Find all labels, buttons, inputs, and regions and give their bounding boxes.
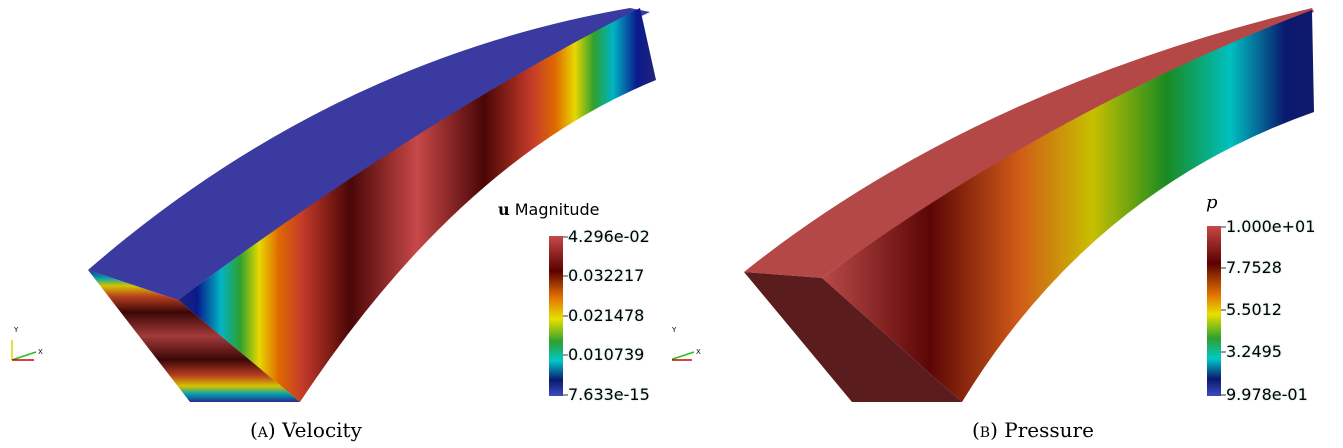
velocity-legend-title: u Magnitude [498, 200, 600, 219]
pressure-tick-min: 9.978e-01 [1226, 385, 1308, 404]
pressure-side-face [822, 10, 1314, 402]
velocity-caption: (a) Velocity [250, 418, 362, 442]
pressure-tick-3: 5.5012 [1226, 300, 1282, 319]
velocity-render [11, 8, 656, 402]
velocity-tick-min: 7.633e-15 [568, 385, 650, 404]
pressure-panel: p 1.000e+01 7.7528 5.5012 3.2495 9.978e-… [672, 0, 1343, 448]
pressure-tick-max: 1.000e+01 [1226, 217, 1316, 236]
axis-x-label: X [696, 348, 701, 356]
pressure-front-face [744, 272, 962, 402]
axis-x-label: X [38, 348, 43, 356]
velocity-tick-4: 0.010739 [568, 345, 645, 364]
pressure-legend-title: p [1206, 192, 1218, 213]
pressure-top-face [744, 8, 1314, 278]
beam-side-face [178, 8, 656, 402]
pressure-tick-2: 7.7528 [1226, 258, 1282, 277]
axes-triad-icon [672, 351, 695, 361]
velocity-tick-3: 0.021478 [568, 306, 645, 325]
beam-front-face [88, 270, 300, 402]
velocity-colorbar [549, 236, 563, 396]
axes-triad-icon [11, 340, 37, 361]
velocity-tick-2: 0.032217 [568, 266, 645, 285]
velocity-tick-max: 4.296e-02 [568, 227, 650, 246]
velocity-panel: u Magnitude 4.296e-02 0.032217 0.021478 … [11, 8, 656, 442]
pressure-render [672, 8, 1314, 402]
pressure-colorbar [1207, 226, 1221, 396]
axis-y-label: Y [14, 326, 19, 334]
pressure-caption: (b) Pressure [972, 418, 1094, 442]
axis-y-label: Y [672, 326, 677, 334]
pressure-tick-4: 3.2495 [1226, 342, 1282, 361]
